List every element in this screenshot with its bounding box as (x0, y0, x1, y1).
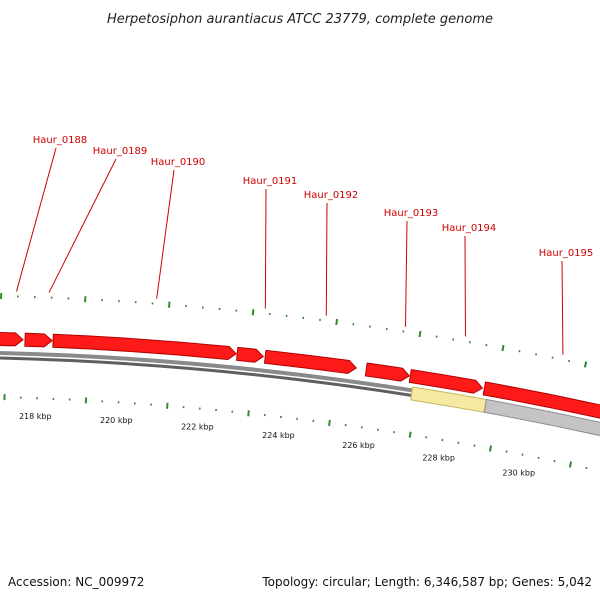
gene-arrow[interactable] (263, 349, 358, 374)
tick-label: 228 kbp (422, 454, 455, 463)
gene-callout-line (325, 202, 328, 316)
gene-label[interactable]: Haur_0191 (243, 176, 298, 187)
gene-arrow[interactable] (408, 369, 484, 394)
backbone-strand (0, 356, 600, 433)
outer-tick-track (0, 292, 588, 368)
tick-label: 222 kbp (181, 422, 214, 431)
gene-label[interactable]: Haur_0192 (304, 190, 359, 201)
genome-summary-text: Topology: circular; Length: 6,346,587 bp… (261, 575, 592, 589)
major-tick (568, 461, 573, 468)
major-tick (583, 361, 588, 368)
gene-label[interactable]: Haur_0194 (442, 223, 497, 234)
major-tick (328, 419, 331, 427)
genome-title: Herpetosiphon aurantiacus ATCC 23779, co… (107, 12, 493, 27)
gene-label[interactable]: Haur_0188 (33, 135, 88, 146)
major-tick (418, 330, 422, 338)
gene-label[interactable]: Haur_0189 (93, 146, 148, 157)
major-tick (501, 344, 505, 352)
gene-label[interactable]: Haur_0190 (151, 157, 206, 168)
tick-label: 226 kbp (342, 441, 375, 450)
major-tick (335, 318, 339, 326)
gene-arrow[interactable] (483, 398, 600, 444)
gene-callout-line (48, 158, 117, 293)
gene-arrow[interactable] (482, 381, 600, 425)
major-tick (488, 445, 493, 452)
gene-callout-line (156, 169, 175, 299)
gene-label[interactable]: Haur_0195 (539, 248, 594, 259)
gene-arrow[interactable] (52, 333, 237, 360)
major-tick (251, 309, 255, 316)
gene-callout-line (16, 147, 57, 292)
gene-track (0, 332, 600, 444)
tick-label: 220 kbp (100, 416, 133, 425)
major-tick (408, 431, 412, 438)
gene-arrow[interactable] (364, 362, 411, 382)
gene-callout-line (264, 188, 267, 309)
tick-label: 224 kbp (262, 431, 295, 440)
gene-callout-line (405, 220, 408, 327)
tick-label: 218 kbp (19, 412, 52, 421)
gene-label[interactable]: Haur_0193 (384, 208, 439, 219)
gene-arrow[interactable] (236, 346, 264, 363)
inner-tick-track (3, 394, 588, 470)
gene-arrow[interactable] (24, 332, 53, 348)
gene-arrow[interactable] (0, 332, 24, 347)
tick-labels: 218 kbp 220 kbp 222 kbp 224 kbp 226 kbp 228 k… (19, 412, 535, 477)
gene-callout-line (561, 260, 564, 355)
accession-text: Accession: NC_009972 (8, 575, 144, 589)
tick-label: 230 kbp (502, 468, 535, 477)
major-tick (247, 410, 250, 417)
